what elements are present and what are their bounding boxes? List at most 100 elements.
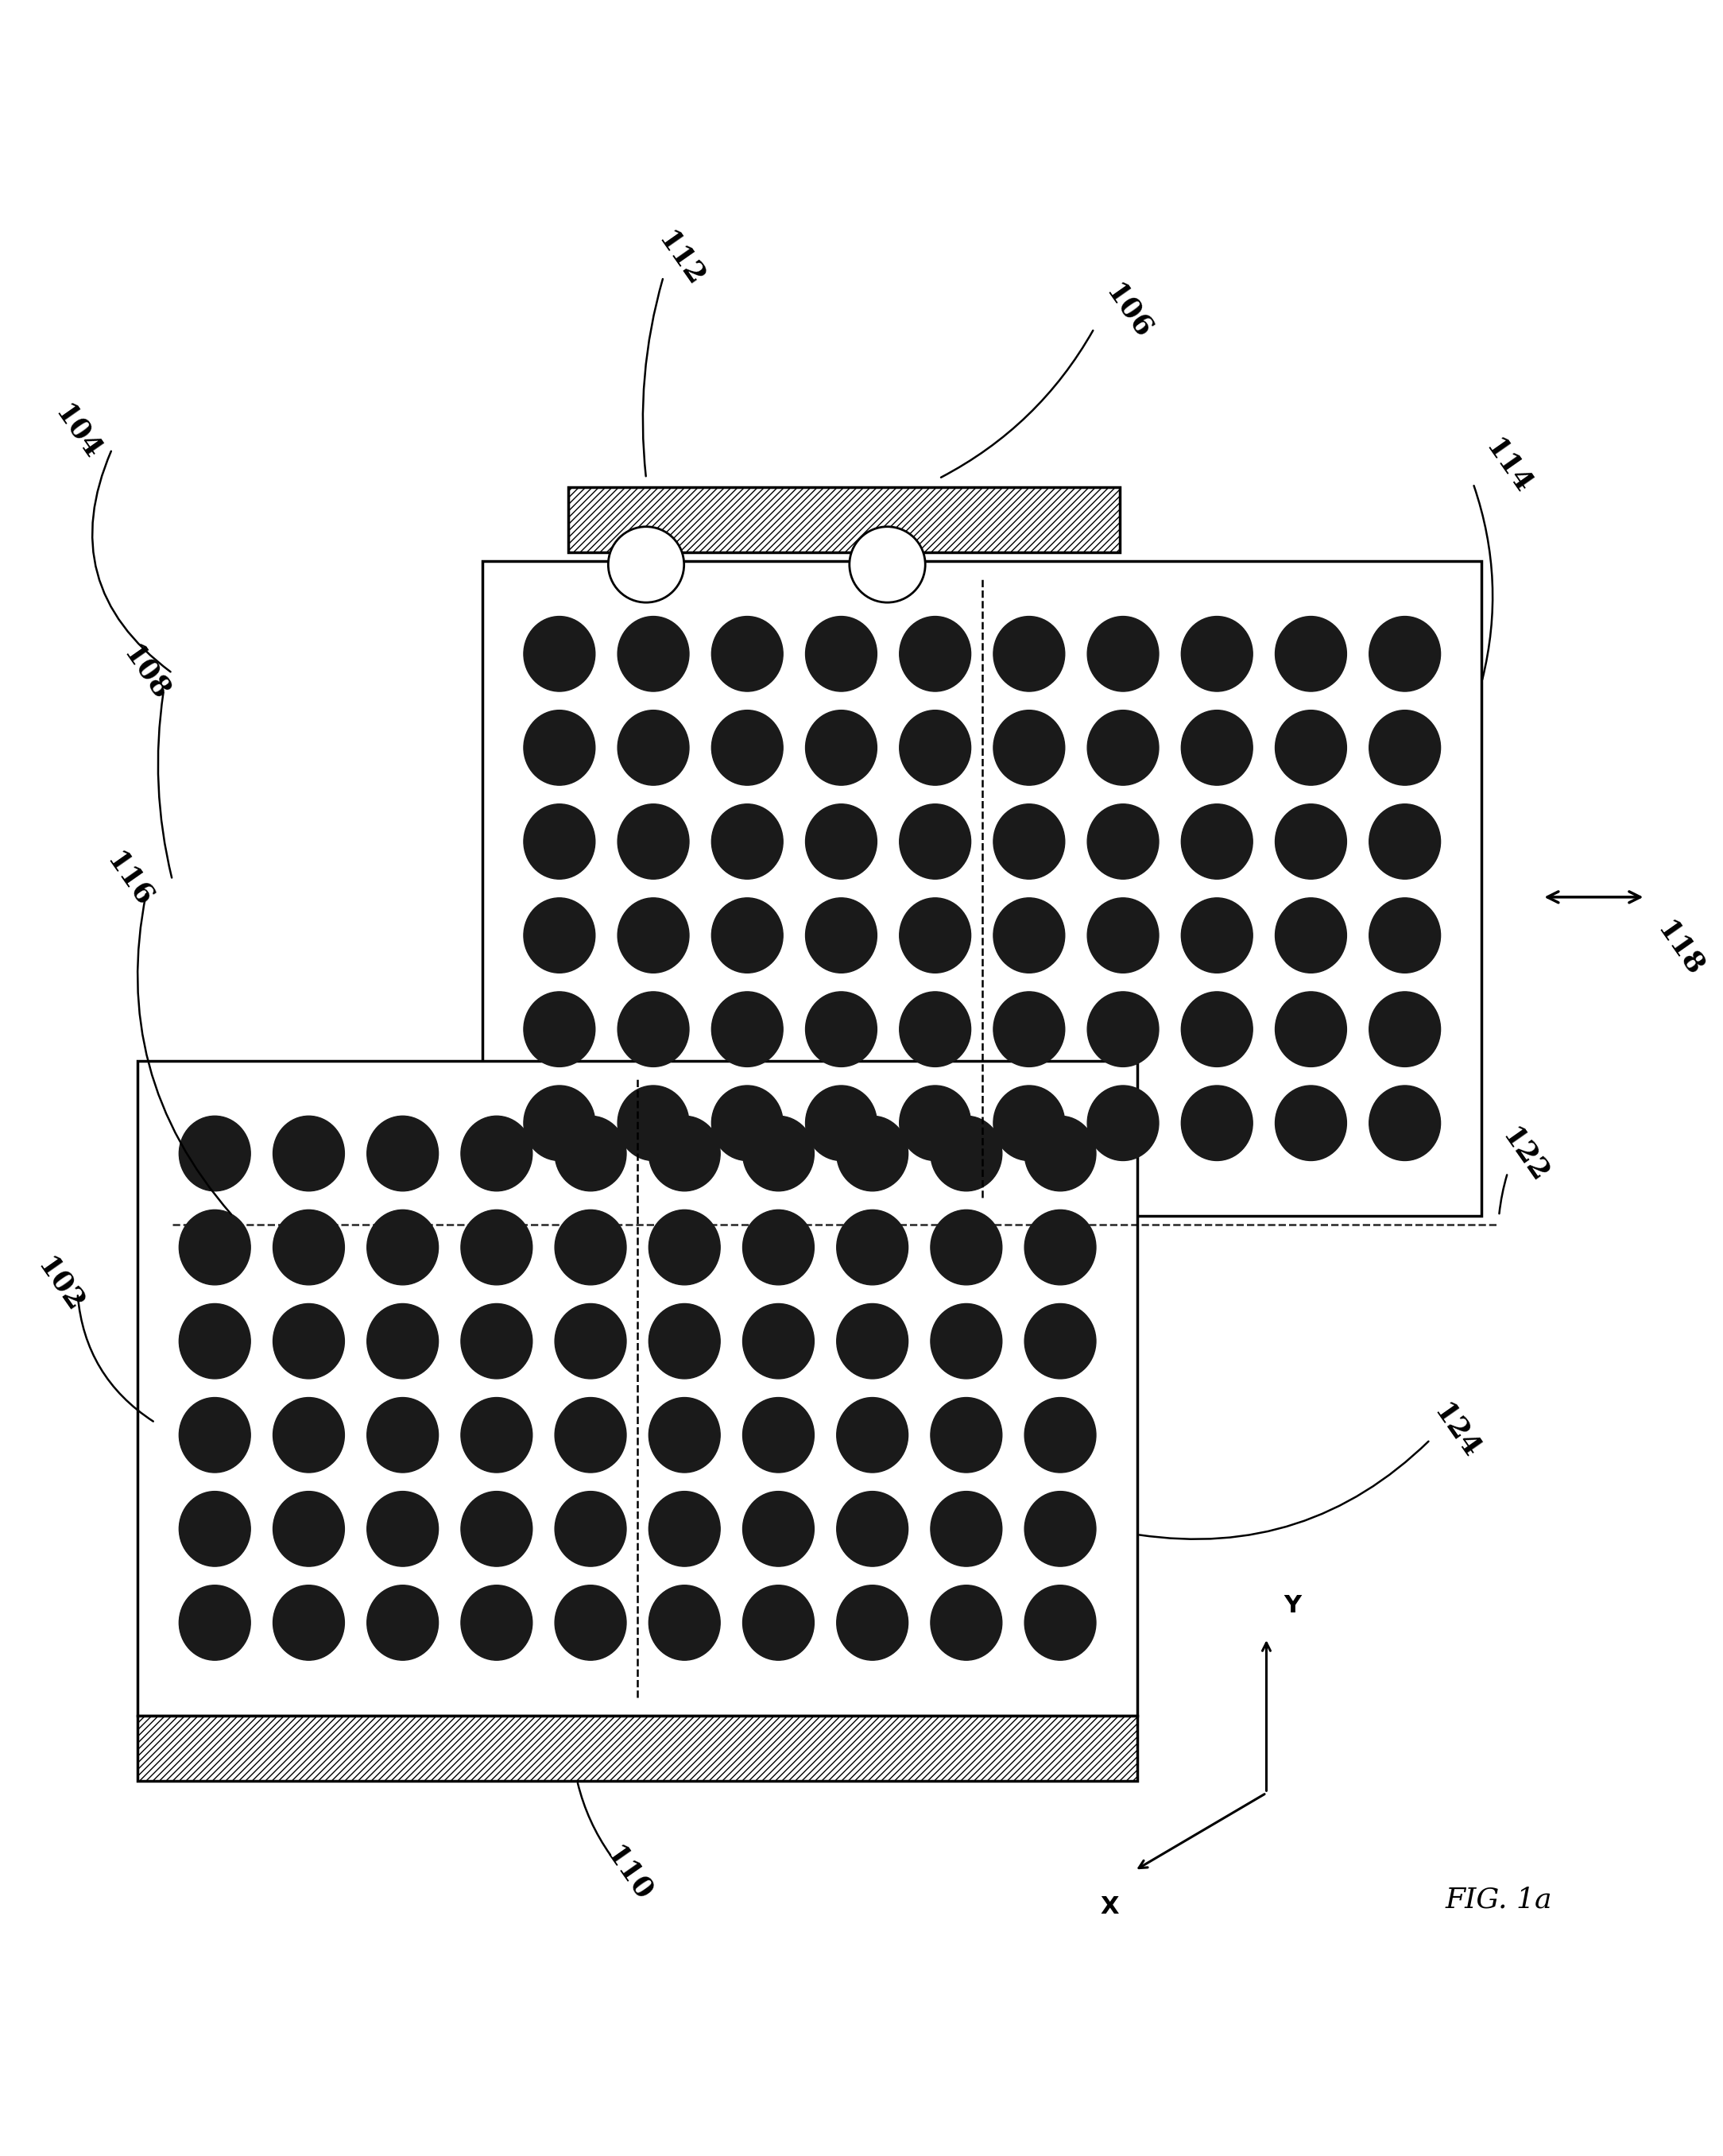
Circle shape bbox=[608, 526, 684, 602]
Ellipse shape bbox=[1275, 804, 1347, 880]
Ellipse shape bbox=[712, 617, 782, 692]
Ellipse shape bbox=[899, 897, 970, 972]
Ellipse shape bbox=[930, 1397, 1003, 1473]
Ellipse shape bbox=[367, 1492, 438, 1567]
Ellipse shape bbox=[1025, 1397, 1096, 1473]
Ellipse shape bbox=[743, 1397, 813, 1473]
Ellipse shape bbox=[1182, 617, 1253, 692]
Ellipse shape bbox=[179, 1117, 250, 1190]
Ellipse shape bbox=[1275, 897, 1347, 972]
Ellipse shape bbox=[1275, 617, 1347, 692]
Text: 114: 114 bbox=[1480, 433, 1535, 498]
Ellipse shape bbox=[617, 709, 689, 785]
Text: 118: 118 bbox=[1652, 916, 1707, 981]
Ellipse shape bbox=[462, 1397, 532, 1473]
Text: Y: Y bbox=[1284, 1593, 1301, 1617]
Ellipse shape bbox=[179, 1492, 250, 1567]
Ellipse shape bbox=[179, 1210, 250, 1285]
FancyArrowPatch shape bbox=[1547, 893, 1640, 903]
Ellipse shape bbox=[806, 992, 877, 1067]
Ellipse shape bbox=[837, 1210, 908, 1285]
Ellipse shape bbox=[712, 1087, 782, 1160]
Bar bbox=[569, 487, 1120, 552]
Ellipse shape bbox=[1087, 709, 1158, 785]
Ellipse shape bbox=[617, 1087, 689, 1160]
Ellipse shape bbox=[1025, 1492, 1096, 1567]
Ellipse shape bbox=[806, 1087, 877, 1160]
Ellipse shape bbox=[179, 1585, 250, 1660]
Ellipse shape bbox=[994, 897, 1065, 972]
Bar bbox=[482, 561, 1482, 1216]
Ellipse shape bbox=[555, 1585, 625, 1660]
Ellipse shape bbox=[930, 1117, 1003, 1190]
Ellipse shape bbox=[806, 804, 877, 880]
Ellipse shape bbox=[1275, 1087, 1347, 1160]
Ellipse shape bbox=[1025, 1304, 1096, 1378]
Ellipse shape bbox=[1370, 804, 1440, 880]
Ellipse shape bbox=[806, 617, 877, 692]
Ellipse shape bbox=[524, 897, 594, 972]
Text: 104: 104 bbox=[50, 399, 105, 464]
Ellipse shape bbox=[1182, 709, 1253, 785]
Ellipse shape bbox=[930, 1585, 1003, 1660]
Ellipse shape bbox=[367, 1304, 438, 1378]
Ellipse shape bbox=[1025, 1210, 1096, 1285]
Ellipse shape bbox=[462, 1492, 532, 1567]
Text: 106: 106 bbox=[1101, 278, 1156, 343]
Text: 116: 116 bbox=[102, 847, 157, 912]
Ellipse shape bbox=[524, 804, 594, 880]
Ellipse shape bbox=[994, 709, 1065, 785]
Ellipse shape bbox=[899, 992, 970, 1067]
Ellipse shape bbox=[555, 1210, 625, 1285]
Ellipse shape bbox=[650, 1210, 720, 1285]
Ellipse shape bbox=[994, 804, 1065, 880]
Ellipse shape bbox=[462, 1117, 532, 1190]
Ellipse shape bbox=[272, 1492, 345, 1567]
Ellipse shape bbox=[1182, 804, 1253, 880]
Ellipse shape bbox=[712, 709, 782, 785]
Ellipse shape bbox=[650, 1397, 720, 1473]
Ellipse shape bbox=[994, 617, 1065, 692]
Ellipse shape bbox=[1182, 897, 1253, 972]
Ellipse shape bbox=[994, 992, 1065, 1067]
Ellipse shape bbox=[367, 1585, 438, 1660]
Ellipse shape bbox=[837, 1397, 908, 1473]
Ellipse shape bbox=[524, 1087, 594, 1160]
Ellipse shape bbox=[712, 897, 782, 972]
Ellipse shape bbox=[899, 709, 970, 785]
Ellipse shape bbox=[743, 1492, 813, 1567]
Ellipse shape bbox=[743, 1210, 813, 1285]
Ellipse shape bbox=[899, 617, 970, 692]
Ellipse shape bbox=[899, 804, 970, 880]
Ellipse shape bbox=[1370, 709, 1440, 785]
Ellipse shape bbox=[930, 1492, 1003, 1567]
Ellipse shape bbox=[837, 1304, 908, 1378]
Ellipse shape bbox=[837, 1585, 908, 1660]
Ellipse shape bbox=[930, 1304, 1003, 1378]
Ellipse shape bbox=[524, 709, 594, 785]
Ellipse shape bbox=[650, 1304, 720, 1378]
Ellipse shape bbox=[272, 1117, 345, 1190]
Ellipse shape bbox=[1087, 992, 1158, 1067]
Ellipse shape bbox=[1370, 1087, 1440, 1160]
Ellipse shape bbox=[743, 1585, 813, 1660]
Ellipse shape bbox=[1275, 992, 1347, 1067]
Ellipse shape bbox=[179, 1397, 250, 1473]
Ellipse shape bbox=[555, 1492, 625, 1567]
Ellipse shape bbox=[555, 1304, 625, 1378]
Ellipse shape bbox=[462, 1304, 532, 1378]
Text: 124: 124 bbox=[1428, 1399, 1484, 1464]
Ellipse shape bbox=[994, 1087, 1065, 1160]
Ellipse shape bbox=[899, 1087, 970, 1160]
Ellipse shape bbox=[806, 897, 877, 972]
Ellipse shape bbox=[555, 1397, 625, 1473]
Ellipse shape bbox=[930, 1210, 1003, 1285]
Ellipse shape bbox=[272, 1304, 345, 1378]
Text: FIG. 1a: FIG. 1a bbox=[1446, 1886, 1552, 1915]
Ellipse shape bbox=[1025, 1585, 1096, 1660]
Ellipse shape bbox=[179, 1304, 250, 1378]
Text: 112: 112 bbox=[653, 226, 708, 291]
Text: 122: 122 bbox=[1497, 1123, 1552, 1188]
Circle shape bbox=[849, 526, 925, 602]
Ellipse shape bbox=[555, 1117, 625, 1190]
